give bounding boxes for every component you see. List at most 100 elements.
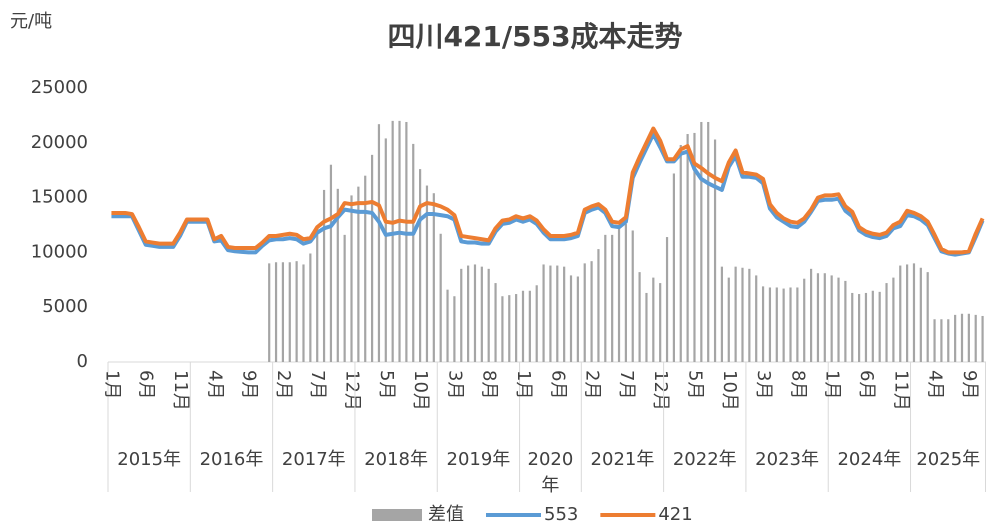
bar: [329, 164, 333, 362]
bar: [453, 296, 456, 362]
bar: [357, 186, 360, 362]
bar: [967, 313, 970, 362]
x-tick-label: 7月: [307, 370, 328, 399]
x-tick-label: 3月: [444, 370, 465, 399]
bar: [926, 272, 929, 362]
bar: [624, 223, 627, 362]
bar: [974, 314, 977, 362]
x-tick-label: 11月: [890, 370, 911, 411]
bar: [274, 262, 278, 362]
bar: [556, 265, 559, 362]
x-tick-label: 2月: [582, 370, 603, 399]
bar: [576, 276, 579, 362]
bar: [919, 267, 922, 362]
bar: [563, 266, 566, 362]
bar: [830, 275, 833, 362]
y-tick-label: 25000: [31, 77, 88, 98]
bar: [940, 319, 943, 362]
x-tick-label: 4月: [204, 370, 225, 399]
year-label: 2018年: [364, 449, 428, 470]
bar: [933, 319, 936, 362]
bar: [659, 283, 662, 362]
bar: [755, 275, 758, 362]
bar: [268, 263, 271, 362]
bar: [521, 290, 525, 362]
bar: [288, 262, 291, 362]
bar: [350, 195, 353, 362]
x-tick-label: 3月: [753, 370, 774, 399]
bar: [768, 287, 772, 362]
bar: [425, 185, 429, 362]
bar: [837, 277, 840, 362]
bar: [899, 265, 902, 362]
bar: [528, 290, 531, 362]
y-tick-label: 10000: [31, 241, 88, 262]
bar: [878, 291, 881, 362]
bar: [954, 314, 957, 362]
bar: [713, 139, 717, 362]
x-tick-label: 1月: [101, 370, 122, 399]
legend-swatch: [372, 509, 422, 521]
bar: [912, 263, 916, 362]
year-label: 2016年: [200, 449, 264, 470]
bar: [611, 234, 614, 362]
year-label: 2017年: [282, 449, 346, 470]
legend-label: 421: [658, 504, 692, 525]
bar: [364, 175, 367, 362]
x-tick-label: 6月: [547, 370, 568, 399]
bar: [693, 132, 696, 362]
x-tick-label: 8月: [787, 370, 808, 399]
bar: [727, 277, 730, 362]
bar: [391, 120, 394, 362]
year-label: 2021年: [591, 449, 655, 470]
bar: [281, 262, 285, 362]
bar: [439, 233, 442, 362]
bar: [892, 277, 895, 362]
bar: [789, 287, 792, 362]
year-label: 2025年: [916, 449, 980, 470]
bar: [761, 286, 765, 362]
x-tick-label: 8月: [479, 370, 500, 399]
bar: [864, 292, 868, 362]
bar: [590, 261, 593, 362]
bar: [858, 294, 861, 362]
year-label: 2020 年: [528, 449, 574, 496]
bar: [405, 121, 408, 362]
bar: [384, 138, 387, 362]
bar: [672, 173, 675, 362]
x-tick-label: 7月: [616, 370, 637, 399]
bar: [494, 283, 497, 362]
bar: [604, 234, 607, 362]
bar: [569, 275, 573, 362]
bar: [309, 253, 312, 362]
bar: [981, 315, 984, 362]
year-label: 2024年: [837, 449, 901, 470]
bar: [480, 266, 483, 362]
bar: [844, 280, 847, 362]
bar: [419, 169, 422, 362]
bar: [302, 264, 305, 362]
x-tick-label: 10月: [410, 370, 431, 411]
bar: [487, 268, 490, 362]
bar: [720, 266, 724, 362]
chart-title: 四川421/553成本走势: [387, 20, 682, 53]
y-tick-label: 15000: [31, 187, 88, 208]
bar: [796, 287, 799, 362]
x-tick-label: 12月: [342, 370, 363, 411]
bar: [816, 273, 820, 362]
x-tick-label: 10月: [719, 370, 740, 411]
bar: [707, 121, 710, 362]
bar: [700, 121, 703, 362]
bar: [316, 226, 319, 362]
x-tick-label: 5月: [376, 370, 397, 399]
bar: [515, 294, 518, 362]
bar: [343, 234, 346, 362]
bar: [583, 263, 586, 362]
bar: [775, 287, 778, 362]
year-label: 2023年: [755, 449, 819, 470]
bar: [638, 272, 641, 362]
x-tick-label: 4月: [925, 370, 946, 399]
year-label: 2022年: [673, 449, 737, 470]
bar: [460, 268, 463, 362]
